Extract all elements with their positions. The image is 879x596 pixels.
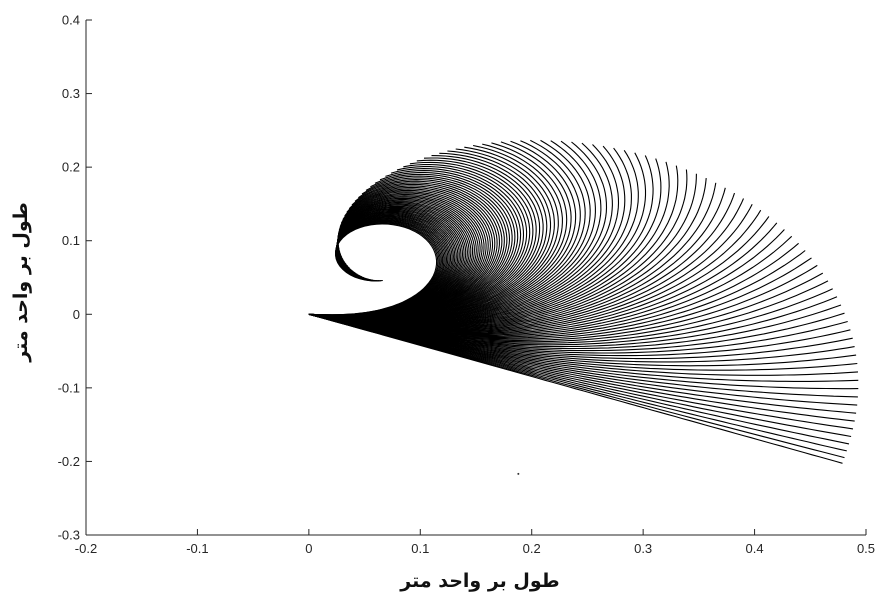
y-tick-label: -0.3 — [58, 528, 80, 543]
y-tick-label: -0.2 — [58, 454, 80, 469]
y-axis-title: طول بر واحد متر — [10, 202, 32, 362]
stray-point — [517, 472, 520, 475]
y-tick-label: 0.4 — [62, 13, 80, 28]
y-tick-label: 0.1 — [62, 233, 80, 248]
x-tick-label: 0.2 — [523, 541, 541, 556]
y-tick-label: 0.3 — [62, 86, 80, 101]
curve-family — [308, 139, 859, 475]
x-tick-label: 0.3 — [634, 541, 652, 556]
deflection-curve — [308, 313, 843, 464]
x-tick-label: -0.2 — [75, 541, 97, 556]
x-tick-label: 0.1 — [411, 541, 429, 556]
y-tick-label: -0.1 — [58, 380, 80, 395]
x-tick-label: 0.5 — [857, 541, 875, 556]
x-tick-label: 0 — [305, 541, 312, 556]
x-axis-title: طول بر واحد متر — [399, 570, 559, 592]
x-axis-ticks: -0.2 -0.1 0 0.1 0.2 0.3 0.4 0.5 — [75, 529, 875, 556]
y-tick-label: 0.2 — [62, 160, 80, 175]
y-axis-ticks: -0.3 -0.2 -0.1 0 0.1 0.2 0.3 0.4 — [58, 13, 92, 543]
y-tick-label: 0 — [73, 307, 80, 322]
x-tick-label: 0.4 — [746, 541, 764, 556]
x-tick-label: -0.1 — [186, 541, 208, 556]
axes — [85, 20, 866, 536]
